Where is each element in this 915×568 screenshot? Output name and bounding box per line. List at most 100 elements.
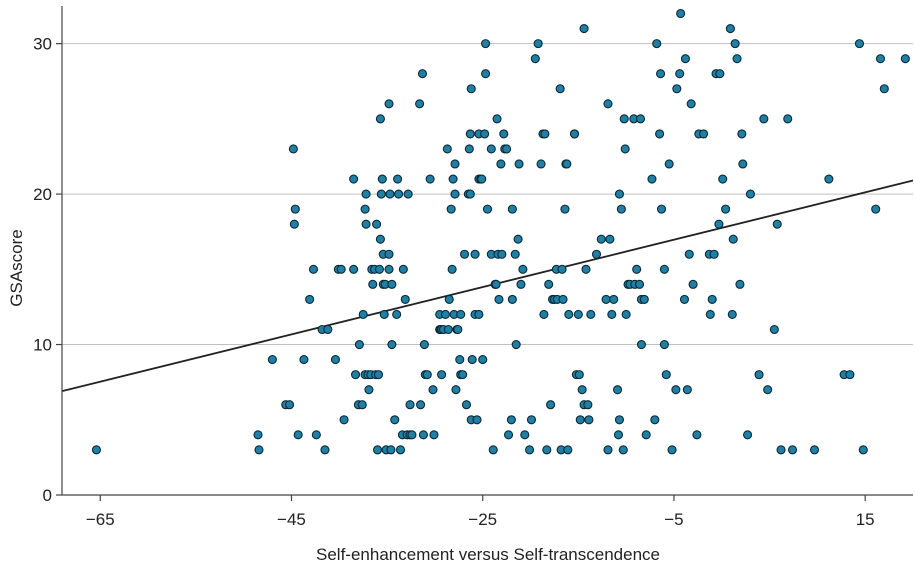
data-point	[871, 204, 881, 214]
data-point	[486, 144, 496, 154]
data-point	[360, 204, 370, 214]
data-point	[465, 129, 475, 139]
data-point	[384, 264, 394, 274]
data-point	[709, 249, 719, 259]
y-axis-title: GSAscore	[7, 229, 26, 306]
data-point	[614, 415, 625, 425]
data-point	[525, 445, 535, 455]
data-point	[492, 114, 502, 124]
data-point	[253, 430, 263, 440]
data-point	[618, 445, 628, 455]
data-point	[879, 84, 889, 94]
data-point	[384, 249, 394, 259]
data-point	[448, 174, 458, 184]
points-layer	[91, 8, 910, 455]
data-point	[418, 430, 428, 440]
data-point	[539, 309, 549, 319]
data-point	[676, 8, 686, 19]
y-tick-label: 10	[33, 336, 52, 355]
data-point	[809, 445, 820, 455]
data-point	[745, 189, 755, 199]
data-point	[824, 174, 834, 184]
data-point	[364, 385, 374, 395]
data-point	[714, 219, 724, 229]
data-point	[395, 445, 406, 455]
x-tick-label: 15	[856, 510, 875, 529]
data-point	[415, 99, 425, 109]
data-point	[450, 159, 460, 169]
data-point	[393, 174, 403, 184]
data-point	[507, 204, 517, 214]
data-point	[647, 174, 657, 184]
x-tick-label: −5	[664, 510, 683, 529]
data-point	[639, 294, 649, 304]
data-point	[635, 114, 646, 124]
x-tick-label: −65	[86, 510, 115, 529]
data-point	[375, 114, 385, 124]
gridlines	[62, 43, 913, 346]
data-point	[738, 159, 748, 169]
data-point	[417, 69, 428, 79]
data-point	[358, 309, 368, 319]
data-point	[707, 294, 717, 304]
y-tick-label: 30	[33, 35, 52, 54]
data-point	[725, 24, 735, 34]
data-point	[659, 339, 669, 350]
data-point	[569, 129, 580, 139]
data-point	[403, 189, 413, 199]
data-point	[613, 430, 624, 440]
data-point	[754, 370, 764, 380]
data-point	[374, 264, 385, 274]
data-point	[620, 144, 630, 154]
data-point	[858, 445, 868, 455]
data-point	[361, 219, 371, 229]
data-point	[558, 294, 568, 304]
x-tick-label: −45	[277, 510, 306, 529]
data-point	[361, 189, 371, 199]
data-point	[705, 309, 715, 319]
data-point	[368, 279, 378, 289]
data-point	[634, 279, 645, 289]
data-point	[450, 189, 460, 199]
data-point	[730, 39, 740, 49]
data-point	[357, 400, 367, 410]
x-tick-label: −25	[468, 510, 497, 529]
data-point	[675, 69, 685, 79]
data-point	[373, 370, 384, 380]
data-point	[474, 309, 484, 319]
data-point	[311, 430, 321, 440]
data-point	[564, 309, 574, 319]
data-point	[320, 445, 330, 455]
data-point	[854, 39, 865, 49]
data-point	[575, 415, 585, 425]
data-point	[619, 114, 629, 124]
data-point	[465, 189, 475, 199]
data-point	[267, 355, 277, 365]
data-point	[254, 445, 264, 455]
data-point	[769, 324, 779, 335]
data-point	[305, 294, 315, 304]
data-point	[444, 294, 454, 304]
trendline-layer	[61, 179, 914, 393]
data-point	[671, 385, 681, 395]
data-point	[460, 249, 470, 259]
data-point	[732, 54, 742, 64]
data-point	[659, 264, 669, 274]
data-point	[398, 264, 408, 274]
data-point	[542, 445, 552, 455]
data-point	[596, 234, 606, 244]
data-point	[609, 294, 619, 304]
axes	[56, 6, 913, 501]
data-point	[299, 355, 309, 365]
data-point	[440, 309, 450, 319]
data-point	[387, 279, 397, 289]
data-point	[481, 39, 491, 49]
trendline	[61, 179, 914, 393]
data-point	[591, 249, 602, 259]
data-point	[557, 264, 567, 274]
data-point	[372, 219, 382, 229]
data-point	[514, 159, 524, 169]
data-point	[375, 234, 385, 244]
data-point	[667, 445, 677, 455]
